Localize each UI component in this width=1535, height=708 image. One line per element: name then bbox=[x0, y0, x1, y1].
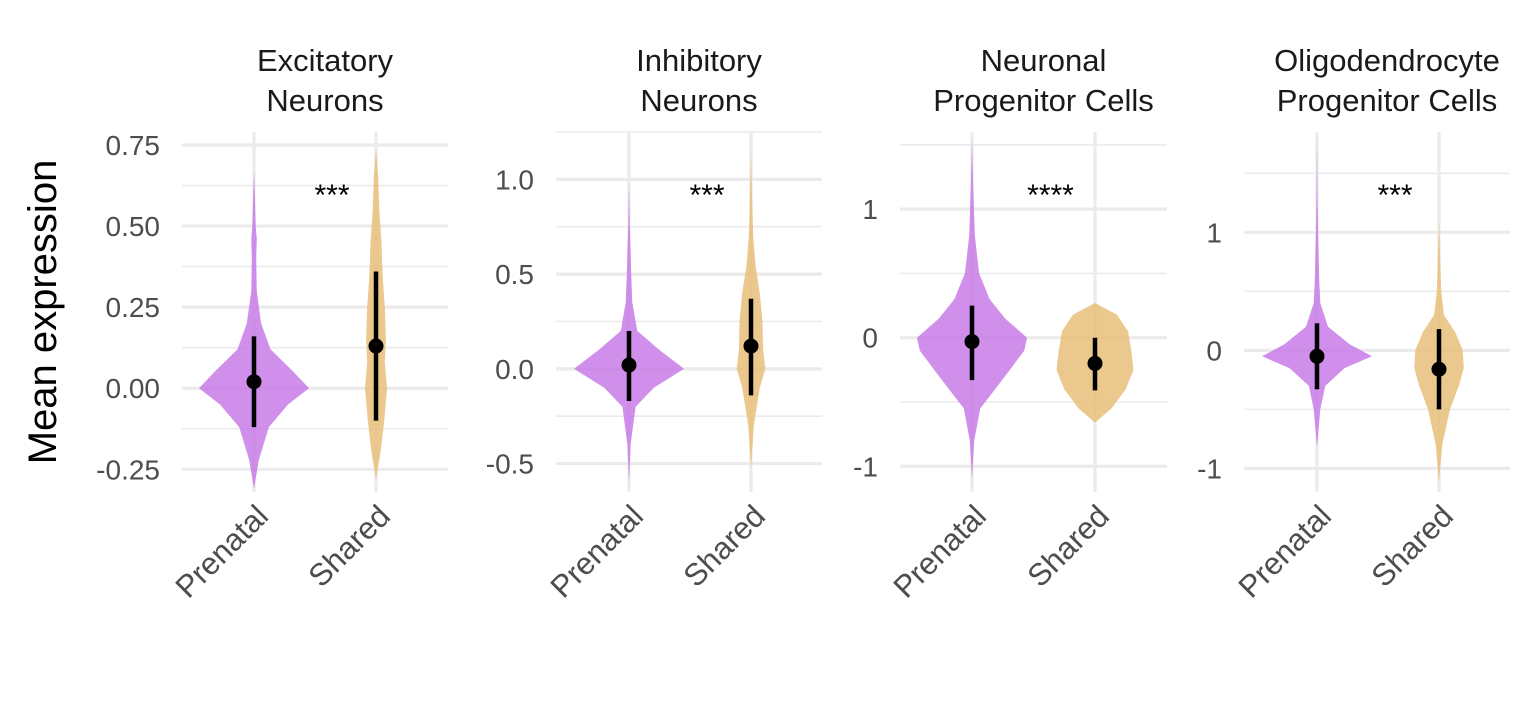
significance-label: *** bbox=[314, 179, 349, 212]
y-tick-label: 0.25 bbox=[106, 292, 161, 323]
y-tick-label: -1 bbox=[1197, 453, 1222, 484]
panel-title-line-1: Excitatory bbox=[257, 43, 394, 78]
y-tick-label: 0.5 bbox=[495, 259, 534, 290]
significance-label: *** bbox=[689, 179, 724, 212]
y-tick-label: 0.00 bbox=[106, 373, 161, 404]
median-point-shared bbox=[1431, 361, 1447, 377]
violin-prenatal bbox=[1262, 137, 1372, 448]
y-tick-label: 1 bbox=[1206, 217, 1222, 248]
y-tick-label: 1.0 bbox=[495, 164, 534, 195]
y-tick-label: 0.50 bbox=[106, 211, 161, 242]
median-point-shared bbox=[1087, 355, 1103, 371]
median-point-shared bbox=[743, 338, 759, 354]
panel-title-line-2: Progenitor Cells bbox=[933, 83, 1154, 118]
panel-title-line-1: Inhibitory bbox=[636, 43, 762, 78]
y-tick-label: 0 bbox=[862, 323, 878, 354]
y-tick-label: 0.0 bbox=[495, 354, 534, 385]
median-point-prenatal bbox=[621, 357, 637, 373]
median-point-prenatal bbox=[246, 374, 262, 390]
significance-label: **** bbox=[1027, 179, 1074, 212]
panel-title-line-1: Neuronal bbox=[981, 43, 1107, 78]
panel-title-line-2: Neurons bbox=[640, 83, 757, 118]
median-point-shared bbox=[368, 338, 384, 354]
panel-title-line-2: Progenitor Cells bbox=[1277, 83, 1498, 118]
y-axis-label: Mean expression bbox=[21, 160, 65, 465]
y-tick-label: -0.25 bbox=[96, 454, 160, 485]
y-tick-label: -0.5 bbox=[486, 449, 534, 480]
panel-title-line-1: Oligodendrocyte bbox=[1274, 43, 1500, 78]
y-tick-label: -1 bbox=[853, 451, 878, 482]
panel-title-line-2: Neurons bbox=[266, 83, 383, 118]
median-point-prenatal bbox=[964, 334, 980, 350]
y-tick-label: 1 bbox=[862, 194, 878, 225]
y-tick-label: 0 bbox=[1206, 335, 1222, 366]
violin-prenatal bbox=[199, 170, 309, 489]
significance-label: *** bbox=[1377, 179, 1412, 212]
median-point-prenatal bbox=[1309, 348, 1325, 364]
y-tick-label: 0.75 bbox=[106, 130, 161, 161]
